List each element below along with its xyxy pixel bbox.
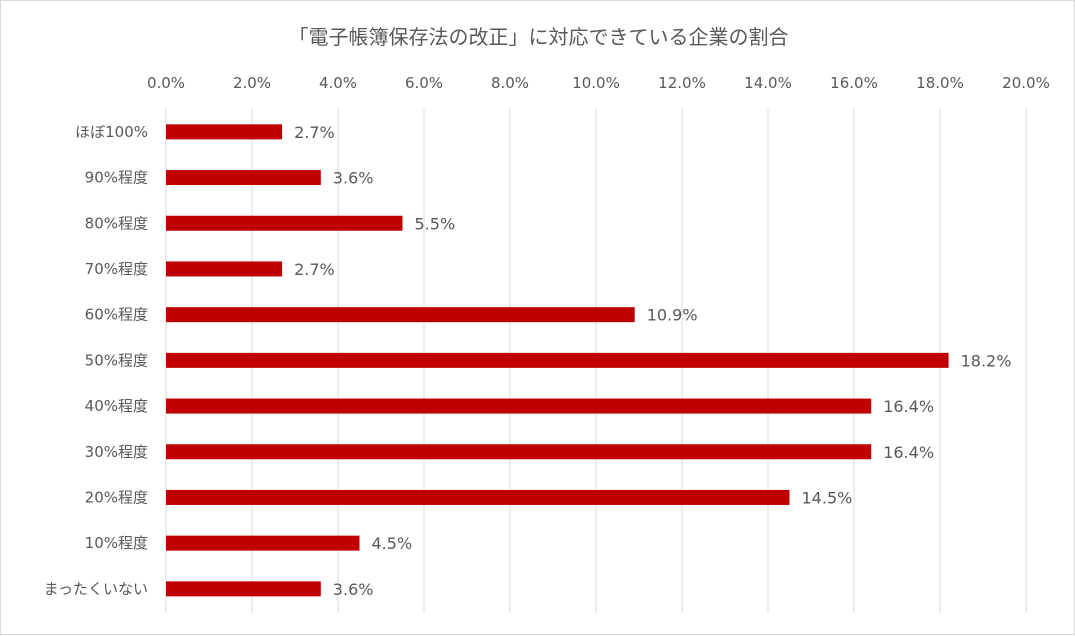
bars [166,124,949,597]
x-tick-label: 10.0% [572,74,620,92]
category-label: 20%程度 [85,488,148,506]
chart-title: 「電子帳簿保存法の改正」に対応できている企業の割合 [288,25,789,49]
category-label: 60%程度 [85,306,148,324]
data-label: 18.2% [961,351,1012,370]
category-label: 50%程度 [85,351,148,369]
category-label: ほぼ100% [75,123,148,141]
bar [166,261,283,277]
category-label: 40%程度 [85,397,148,415]
x-tick-label: 16.0% [830,74,878,92]
category-label: 70%程度 [85,260,148,278]
bar [166,124,283,140]
x-tick-label: 6.0% [405,74,443,92]
bar [166,170,321,186]
x-tick-label: 2.0% [233,74,271,92]
bar [166,581,321,597]
category-label: 10%程度 [85,534,148,552]
x-axis-ticks: 0.0% 2.0% 4.0% 6.0% 8.0% 10.0% 12.0% 14.0% 16.0%… [147,74,1050,92]
bar [166,398,872,414]
bar [166,307,635,323]
category-label: 80%程度 [85,214,148,232]
data-label: 16.4% [883,397,934,416]
data-label: 3.6% [333,580,374,599]
data-label: 5.5% [415,214,456,233]
x-tick-label: 12.0% [658,74,706,92]
bar [166,215,403,231]
data-label: 2.7% [294,260,335,279]
value-labels: 2.7% 3.6% 5.5% 2.7% 10.9% 18.2% 16.4% 16.4% 14.5… [294,123,1011,599]
bar [166,535,360,551]
x-tick-label: 4.0% [319,74,357,92]
data-label: 3.6% [333,169,374,188]
bar [166,489,790,505]
category-label: 30%程度 [85,443,148,461]
x-tick-label: 14.0% [744,74,792,92]
data-label: 4.5% [372,534,413,553]
bar [166,444,872,460]
data-label: 10.9% [647,306,698,325]
data-label: 14.5% [802,488,853,507]
x-tick-label: 20.0% [1002,74,1050,92]
bar [166,352,949,368]
category-label: 90%程度 [85,169,148,187]
data-label: 2.7% [294,123,335,142]
x-tick-label: 18.0% [916,74,964,92]
category-label: まったくいない [44,580,148,598]
x-tick-label: 0.0% [147,74,185,92]
x-tick-label: 8.0% [491,74,529,92]
category-labels: ほぼ100% 90%程度 80%程度 70%程度 60%程度 50%程度 40%程度 30%程… [44,123,148,598]
data-label: 16.4% [883,443,934,462]
